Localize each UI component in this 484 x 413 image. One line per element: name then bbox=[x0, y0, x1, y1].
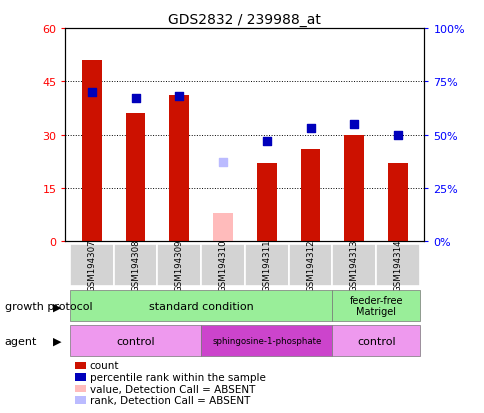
Text: GSM194311: GSM194311 bbox=[262, 239, 271, 292]
Bar bbox=[169, 96, 189, 242]
Point bbox=[262, 138, 270, 145]
FancyBboxPatch shape bbox=[332, 244, 376, 287]
Point bbox=[350, 121, 358, 128]
Text: ▶: ▶ bbox=[53, 301, 61, 311]
Text: sphingosine-1-phosphate: sphingosine-1-phosphate bbox=[212, 336, 321, 345]
Bar bbox=[213, 213, 232, 242]
Point bbox=[306, 126, 314, 132]
Point bbox=[175, 94, 183, 100]
Point bbox=[393, 132, 401, 139]
Text: GSM194308: GSM194308 bbox=[131, 239, 140, 292]
Text: GSM194307: GSM194307 bbox=[87, 239, 96, 292]
FancyBboxPatch shape bbox=[332, 290, 419, 322]
FancyBboxPatch shape bbox=[376, 244, 419, 287]
Point bbox=[219, 159, 227, 166]
FancyBboxPatch shape bbox=[332, 325, 419, 356]
FancyBboxPatch shape bbox=[70, 290, 332, 322]
Bar bbox=[125, 114, 145, 242]
FancyBboxPatch shape bbox=[244, 244, 288, 287]
Text: GSM194309: GSM194309 bbox=[174, 239, 183, 292]
Bar bbox=[82, 61, 101, 242]
Text: percentile rank within the sample: percentile rank within the sample bbox=[90, 372, 265, 382]
Bar bbox=[388, 164, 407, 242]
Title: GDS2832 / 239988_at: GDS2832 / 239988_at bbox=[168, 12, 321, 26]
Text: GSM194313: GSM194313 bbox=[349, 239, 358, 292]
Text: rank, Detection Call = ABSENT: rank, Detection Call = ABSENT bbox=[90, 395, 250, 405]
Text: value, Detection Call = ABSENT: value, Detection Call = ABSENT bbox=[90, 384, 255, 394]
Text: GSM194312: GSM194312 bbox=[305, 239, 315, 292]
Text: count: count bbox=[90, 361, 119, 370]
Bar bbox=[257, 164, 276, 242]
FancyBboxPatch shape bbox=[201, 325, 332, 356]
Point bbox=[131, 96, 139, 102]
FancyBboxPatch shape bbox=[157, 244, 201, 287]
FancyBboxPatch shape bbox=[288, 244, 332, 287]
FancyBboxPatch shape bbox=[70, 244, 113, 287]
Bar bbox=[344, 135, 363, 242]
Text: standard condition: standard condition bbox=[149, 301, 253, 311]
FancyBboxPatch shape bbox=[113, 244, 157, 287]
Text: GSM194310: GSM194310 bbox=[218, 239, 227, 292]
FancyBboxPatch shape bbox=[201, 244, 244, 287]
Text: GSM194314: GSM194314 bbox=[393, 239, 402, 292]
FancyBboxPatch shape bbox=[70, 325, 201, 356]
Text: control: control bbox=[356, 336, 395, 346]
Bar bbox=[300, 150, 320, 242]
Text: control: control bbox=[116, 336, 154, 346]
Text: agent: agent bbox=[5, 336, 37, 346]
Point bbox=[88, 90, 95, 96]
Text: feeder-free
Matrigel: feeder-free Matrigel bbox=[349, 296, 402, 316]
Text: growth protocol: growth protocol bbox=[5, 301, 92, 311]
Text: ▶: ▶ bbox=[53, 336, 61, 346]
